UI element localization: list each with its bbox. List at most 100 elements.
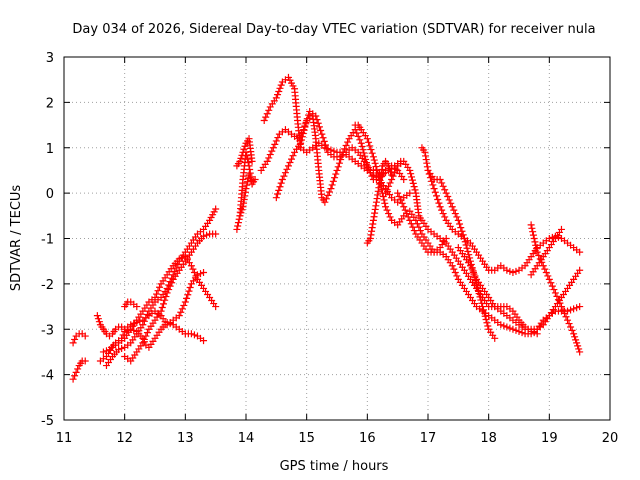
data-point bbox=[401, 206, 409, 214]
series-arc-11 bbox=[236, 171, 256, 220]
data-point bbox=[154, 287, 162, 295]
data-point bbox=[535, 252, 543, 260]
data-point bbox=[369, 153, 377, 161]
data-point bbox=[531, 238, 539, 246]
data-point bbox=[408, 173, 416, 181]
data-point bbox=[325, 188, 333, 196]
data-point bbox=[360, 149, 368, 157]
data-point bbox=[385, 162, 393, 170]
data-point bbox=[576, 303, 584, 311]
data-point bbox=[197, 270, 204, 278]
data-point bbox=[448, 203, 456, 211]
data-point bbox=[377, 173, 385, 181]
data-point bbox=[366, 235, 374, 242]
data-point bbox=[94, 315, 102, 323]
data-point bbox=[503, 266, 511, 274]
data-point bbox=[166, 320, 174, 328]
data-point bbox=[388, 176, 396, 184]
data-point bbox=[416, 227, 424, 235]
data-point bbox=[383, 206, 391, 214]
x-tick-label: 20 bbox=[602, 431, 619, 446]
data-point bbox=[567, 323, 575, 331]
data-point bbox=[381, 199, 389, 207]
data-point bbox=[532, 245, 540, 253]
data-point bbox=[415, 223, 423, 231]
data-point bbox=[529, 231, 537, 239]
data-point bbox=[372, 198, 380, 206]
data-point bbox=[374, 191, 382, 199]
data-point bbox=[212, 303, 220, 311]
data-point bbox=[354, 132, 362, 140]
data-point bbox=[436, 176, 444, 184]
data-point bbox=[183, 294, 191, 302]
data-point bbox=[370, 156, 378, 164]
x-tick-label: 14 bbox=[238, 431, 255, 446]
data-point bbox=[184, 291, 192, 299]
data-point bbox=[395, 193, 403, 201]
data-point bbox=[69, 339, 77, 347]
data-point bbox=[557, 225, 565, 233]
data-point bbox=[274, 91, 282, 99]
data-point bbox=[302, 120, 310, 128]
data-series bbox=[69, 73, 584, 383]
data-point bbox=[532, 241, 540, 249]
data-point bbox=[410, 183, 418, 191]
data-point bbox=[162, 293, 170, 301]
data-point bbox=[265, 154, 273, 162]
data-point bbox=[374, 187, 382, 195]
x-tick-label: 16 bbox=[359, 431, 376, 446]
data-point bbox=[564, 316, 572, 324]
data-point bbox=[289, 152, 297, 160]
data-point bbox=[317, 127, 325, 135]
y-tick-label: -1 bbox=[41, 233, 54, 248]
data-point bbox=[386, 179, 394, 187]
data-point bbox=[403, 210, 411, 218]
data-point bbox=[556, 299, 564, 307]
data-point bbox=[387, 168, 395, 176]
data-point bbox=[274, 134, 282, 142]
data-point bbox=[372, 202, 380, 210]
data-point bbox=[512, 267, 520, 275]
data-point bbox=[461, 238, 469, 246]
series-arc-10 bbox=[233, 135, 256, 170]
axis-ticks bbox=[63, 56, 611, 421]
data-point bbox=[161, 296, 169, 304]
x-tick-label: 17 bbox=[420, 431, 437, 446]
data-point bbox=[363, 135, 371, 143]
data-point bbox=[359, 146, 367, 154]
data-point bbox=[557, 303, 565, 311]
data-point bbox=[576, 348, 584, 356]
data-point bbox=[246, 174, 254, 182]
data-point bbox=[366, 142, 374, 150]
y-axis-label: SDTVAR / TECUs bbox=[9, 185, 24, 292]
data-point bbox=[464, 247, 472, 255]
data-point bbox=[458, 227, 466, 235]
data-point bbox=[358, 142, 366, 150]
data-point bbox=[243, 181, 251, 189]
data-point bbox=[412, 216, 420, 224]
data-point bbox=[71, 335, 79, 343]
data-point bbox=[506, 324, 514, 332]
data-point bbox=[474, 286, 482, 294]
data-point bbox=[476, 293, 484, 301]
data-point bbox=[187, 262, 195, 270]
data-point bbox=[236, 212, 244, 220]
data-point bbox=[435, 199, 443, 207]
data-point bbox=[553, 292, 561, 300]
data-point bbox=[368, 149, 376, 157]
data-point bbox=[394, 189, 402, 197]
data-point bbox=[335, 159, 343, 167]
data-point bbox=[186, 284, 194, 292]
series-arc-8 bbox=[121, 298, 141, 311]
data-point bbox=[69, 375, 77, 383]
x-tick-label: 18 bbox=[480, 431, 497, 446]
data-point bbox=[269, 144, 277, 152]
data-point bbox=[244, 178, 252, 186]
data-point bbox=[245, 171, 253, 179]
data-point bbox=[263, 157, 271, 165]
data-point bbox=[156, 283, 164, 291]
data-point bbox=[165, 286, 173, 294]
data-point bbox=[278, 176, 286, 184]
data-point bbox=[288, 155, 295, 163]
